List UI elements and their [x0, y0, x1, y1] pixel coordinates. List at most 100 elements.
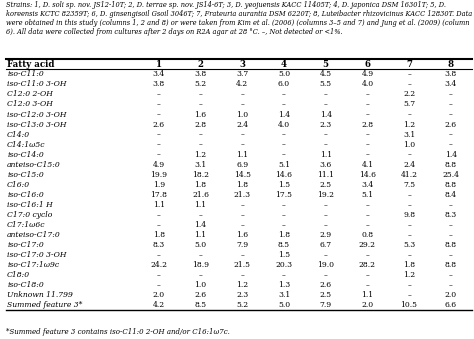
Text: 2: 2 [198, 60, 204, 69]
Text: 2.0: 2.0 [445, 291, 457, 299]
Text: 19.2: 19.2 [317, 191, 334, 199]
Text: –: – [407, 111, 411, 119]
Text: *Summed feature 3 contains iso-C11:0 2-OH and/or C16:1ω7c.: *Summed feature 3 contains iso-C11:0 2-O… [6, 328, 229, 336]
Text: iso-C12:0 3-OH: iso-C12:0 3-OH [7, 111, 67, 119]
Text: –: – [157, 141, 161, 148]
Text: –: – [449, 251, 453, 259]
Text: 8.8: 8.8 [445, 241, 457, 249]
Text: 1.1: 1.1 [195, 201, 207, 209]
Text: 3.8: 3.8 [153, 80, 165, 88]
Text: 14.6: 14.6 [275, 171, 292, 179]
Text: 1.1: 1.1 [319, 151, 332, 159]
Text: –: – [324, 211, 328, 219]
Text: iso-C13:0 3-OH: iso-C13:0 3-OH [7, 121, 67, 128]
Text: –: – [449, 100, 453, 108]
Text: 3.6: 3.6 [319, 161, 332, 169]
Text: 4.0: 4.0 [361, 80, 374, 88]
Text: –: – [240, 211, 244, 219]
Text: –: – [407, 80, 411, 88]
Text: 1.1: 1.1 [236, 151, 248, 159]
Text: 41.2: 41.2 [401, 171, 418, 179]
Text: Unknown 11.799: Unknown 11.799 [7, 291, 73, 299]
Text: 8.8: 8.8 [445, 161, 457, 169]
Text: 4.2: 4.2 [153, 301, 165, 309]
Text: 1.8: 1.8 [403, 261, 415, 269]
Text: –: – [157, 111, 161, 119]
Text: iso-C11:0 3-OH: iso-C11:0 3-OH [7, 80, 67, 88]
Text: 7.9: 7.9 [319, 301, 332, 309]
Text: 1.9: 1.9 [153, 181, 165, 189]
Text: –: – [449, 131, 453, 139]
Text: 5.7: 5.7 [403, 100, 415, 108]
Text: –: – [157, 211, 161, 219]
Text: –: – [157, 221, 161, 229]
Text: 17.8: 17.8 [150, 191, 167, 199]
Text: –: – [324, 221, 328, 229]
Text: 1.3: 1.3 [278, 281, 290, 289]
Text: C12:0 3-OH: C12:0 3-OH [7, 100, 53, 108]
Text: Fatty acid: Fatty acid [7, 60, 55, 69]
Text: 8.5: 8.5 [195, 301, 207, 309]
Text: 2.6: 2.6 [319, 281, 332, 289]
Text: –: – [365, 111, 369, 119]
Text: –: – [199, 211, 202, 219]
Text: –: – [282, 151, 286, 159]
Text: –: – [199, 271, 202, 279]
Text: –: – [365, 271, 369, 279]
Text: 7: 7 [406, 60, 412, 69]
Text: iso-C18:0: iso-C18:0 [7, 281, 44, 289]
Text: 3.4: 3.4 [445, 80, 457, 88]
Text: 1.0: 1.0 [195, 281, 207, 289]
Text: –: – [407, 71, 411, 78]
Text: 20.3: 20.3 [275, 261, 292, 269]
Text: 6.7: 6.7 [319, 241, 332, 249]
Text: 2.6: 2.6 [445, 121, 457, 128]
Text: 2.9: 2.9 [319, 231, 332, 239]
Text: –: – [282, 100, 286, 108]
Text: 29.2: 29.2 [359, 241, 376, 249]
Text: –: – [157, 91, 161, 98]
Text: Summed feature 3*: Summed feature 3* [7, 301, 82, 309]
Text: –: – [365, 131, 369, 139]
Text: 6.0: 6.0 [278, 80, 290, 88]
Text: 5.1: 5.1 [278, 161, 290, 169]
Text: 3.4: 3.4 [361, 181, 374, 189]
Text: –: – [240, 131, 244, 139]
Text: 1.0: 1.0 [403, 141, 415, 148]
Text: 7.9: 7.9 [236, 241, 248, 249]
Text: C17:0 cyclo: C17:0 cyclo [7, 211, 53, 219]
Text: 1.4: 1.4 [195, 221, 207, 229]
Text: –: – [449, 281, 453, 289]
Text: 0.8: 0.8 [361, 231, 374, 239]
Text: 5.2: 5.2 [195, 80, 207, 88]
Text: –: – [449, 111, 453, 119]
Text: 5.0: 5.0 [195, 241, 207, 249]
Text: 19.9: 19.9 [150, 171, 167, 179]
Text: 2.5: 2.5 [319, 181, 332, 189]
Text: –: – [282, 271, 286, 279]
Text: 3.4: 3.4 [153, 71, 165, 78]
Text: anteiso-C17:0: anteiso-C17:0 [7, 231, 61, 239]
Text: –: – [365, 151, 369, 159]
Text: 19.0: 19.0 [317, 261, 334, 269]
Text: 14.6: 14.6 [359, 171, 376, 179]
Text: –: – [365, 281, 369, 289]
Text: 2.3: 2.3 [236, 291, 248, 299]
Text: –: – [157, 271, 161, 279]
Text: 5.2: 5.2 [236, 301, 248, 309]
Text: 5: 5 [323, 60, 328, 69]
Text: 7.5: 7.5 [403, 181, 415, 189]
Text: 3.8: 3.8 [445, 71, 457, 78]
Text: 1.5: 1.5 [278, 251, 290, 259]
Text: –: – [407, 221, 411, 229]
Text: –: – [199, 141, 202, 148]
Text: 18.2: 18.2 [192, 171, 209, 179]
Text: 2.3: 2.3 [319, 121, 332, 128]
Text: –: – [324, 251, 328, 259]
Text: 21.6: 21.6 [192, 191, 209, 199]
Text: C16:0: C16:0 [7, 181, 30, 189]
Text: 17.5: 17.5 [275, 191, 292, 199]
Text: 5.1: 5.1 [361, 191, 374, 199]
Text: iso-C11:0: iso-C11:0 [7, 71, 44, 78]
Text: –: – [324, 100, 328, 108]
